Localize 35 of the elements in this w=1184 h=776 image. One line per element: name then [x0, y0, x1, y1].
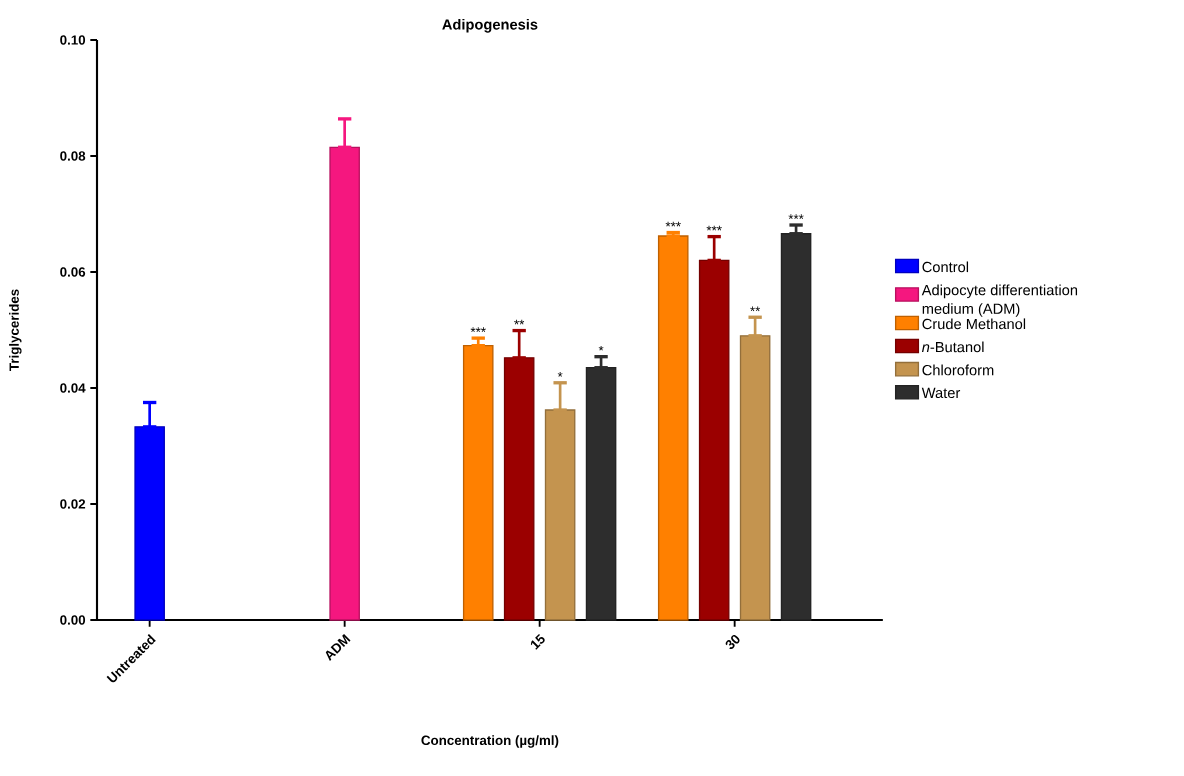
annotation: ***	[665, 221, 681, 227]
bar	[780, 233, 812, 621]
x-tick-label: 30	[725, 635, 740, 650]
annotation: **	[750, 306, 761, 312]
y-tick-label: 0.04	[60, 383, 86, 393]
bar	[585, 367, 617, 621]
x-tick-label: 15	[530, 633, 545, 650]
annotation: **	[514, 319, 525, 325]
bar	[329, 146, 360, 621]
y-tick-label: 0.06	[60, 267, 86, 277]
bar	[739, 335, 771, 621]
y-tick-label: 0.10	[60, 35, 86, 45]
legend-label: Chloroform	[922, 364, 994, 376]
y-tick-label: 0.00	[60, 615, 86, 625]
legend-label: Crude Methanol	[922, 318, 1026, 330]
bar	[698, 259, 730, 621]
annotation: ***	[706, 225, 722, 231]
legend-label: Adipocyte differentiation medium (ADM)	[921, 284, 1078, 317]
annotation: *	[557, 372, 563, 377]
chart-title: Adipogenesis	[442, 18, 538, 33]
annotation: ***	[470, 327, 486, 333]
y-tick-label: 0.02	[60, 499, 86, 509]
bar	[134, 426, 165, 621]
bar	[503, 357, 535, 621]
annotation: ***	[788, 214, 804, 219]
bar	[657, 235, 689, 621]
legend-label: Control	[922, 261, 969, 273]
bar	[544, 409, 576, 621]
y-axis-title: Triglycerides	[9, 289, 22, 371]
bar	[462, 344, 494, 621]
legend-label: Water	[921, 387, 961, 399]
legend-label: n-Butanol	[921, 341, 984, 353]
x-axis-title: Concentration (µg/ml)	[421, 735, 559, 748]
y-tick-label: 0.08	[60, 151, 86, 161]
annotation: *	[598, 345, 604, 351]
